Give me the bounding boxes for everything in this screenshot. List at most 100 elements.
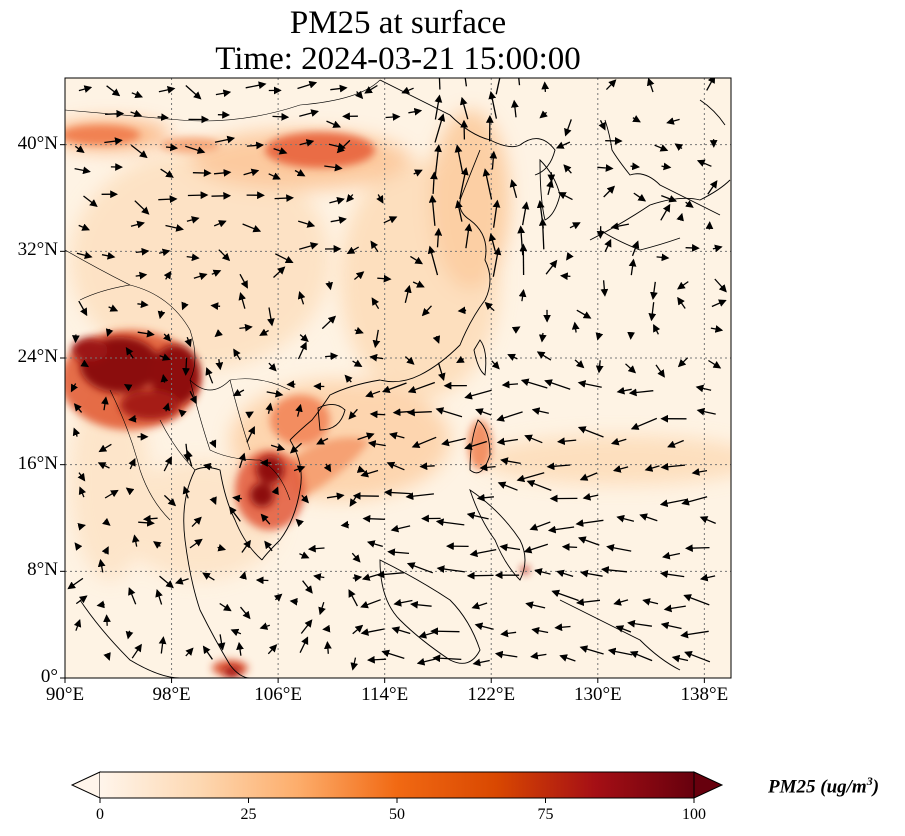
wind-arrow — [404, 356, 415, 365]
wind-arrow — [464, 78, 468, 87]
wind-arrow — [393, 598, 413, 607]
wind-arrow — [260, 513, 271, 525]
wind-arrow — [650, 281, 658, 300]
wind-arrow — [526, 480, 552, 492]
wind-arrow — [101, 546, 109, 555]
wind-arrow — [660, 203, 671, 221]
wind-arrow — [714, 278, 727, 293]
wind-arrow — [230, 628, 242, 637]
wind-arrow — [492, 199, 501, 228]
wind-arrow — [680, 630, 709, 639]
wind-arrow — [232, 388, 245, 397]
wind-arrow — [561, 543, 578, 551]
wind-arrow — [360, 599, 381, 609]
wind-arrow — [186, 216, 200, 224]
wind-arrow — [214, 135, 236, 144]
wind-arrow — [274, 194, 294, 202]
wind-arrow — [509, 179, 518, 198]
wind-arrow — [691, 468, 708, 476]
lon-tick-label: 122°E — [467, 684, 516, 705]
wind-vectors — [67, 78, 727, 671]
lon-tick-label: 106°E — [254, 684, 302, 705]
wind-arrow — [346, 246, 360, 254]
wind-arrow — [547, 525, 575, 534]
wind-arrow — [653, 323, 661, 335]
wind-arrow — [299, 551, 310, 559]
wind-arrow — [560, 272, 571, 281]
wind-arrow — [496, 411, 523, 422]
wind-arrow — [677, 281, 689, 290]
wind-arrow — [466, 511, 489, 520]
wind-arrow — [575, 519, 604, 527]
wind-arrow — [405, 492, 434, 501]
wind-arrow — [539, 110, 548, 119]
wind-arrow — [105, 328, 114, 337]
wind-arrow — [479, 463, 496, 472]
wind-arrow — [348, 408, 358, 420]
wind-arrow — [330, 84, 348, 93]
wind-arrow — [383, 216, 398, 224]
wind-arrow — [295, 403, 303, 417]
wind-arrow — [123, 384, 133, 392]
wind-arrow — [615, 625, 632, 633]
wind-arrow — [372, 329, 381, 349]
wind-arrow — [297, 341, 307, 360]
wind-arrow — [213, 169, 232, 177]
wind-arrow — [157, 310, 166, 320]
wind-arrow — [192, 169, 212, 177]
wind-arrow — [273, 593, 283, 602]
wind-arrow — [469, 548, 497, 558]
wind-arrow — [684, 651, 711, 663]
wind-arrow — [667, 439, 684, 448]
wind-arrow — [323, 463, 332, 473]
wind-arrow — [185, 647, 194, 657]
wind-arrow — [70, 383, 78, 393]
wind-arrow — [430, 627, 460, 636]
wind-arrow — [307, 544, 325, 553]
lon-tick-label: 90°E — [45, 684, 85, 705]
wind-arrow — [236, 641, 244, 656]
wind-arrow — [365, 390, 381, 398]
wind-arrow — [441, 437, 466, 447]
wind-arrow — [595, 332, 604, 341]
wind-arrow — [629, 650, 653, 662]
wind-arrow — [352, 359, 363, 367]
wind-arrow — [411, 436, 437, 449]
wind-arrow — [500, 457, 521, 465]
wind-arrow — [499, 543, 521, 552]
wind-arrow — [270, 443, 286, 452]
wind-arrow — [125, 487, 135, 496]
colorbar-extend-low — [70, 771, 101, 799]
wind-arrow — [579, 472, 598, 481]
wind-arrow — [131, 534, 140, 547]
wind-arrow — [432, 654, 462, 663]
wind-arrow — [259, 328, 269, 336]
colorbar-tick-label: 0 — [96, 806, 104, 823]
wind-arrow — [83, 195, 98, 207]
wind-arrow — [101, 251, 116, 260]
wind-arrow — [299, 139, 315, 147]
wind-arrow — [666, 117, 680, 125]
wind-arrow — [616, 514, 635, 523]
wind-arrow — [576, 309, 592, 319]
wind-arrow — [413, 169, 423, 177]
wind-arrow — [158, 636, 167, 654]
wind-arrow — [455, 200, 463, 222]
wind-arrow — [255, 576, 269, 585]
wind-arrow — [625, 363, 637, 374]
wind-arrow — [142, 514, 158, 523]
wind-arrow — [582, 492, 599, 501]
wind-arrow — [191, 516, 202, 528]
wind-arrow — [685, 200, 694, 208]
map-title: PM25 at surface — [289, 5, 507, 41]
wind-arrow — [267, 307, 275, 327]
wind-arrow — [73, 403, 83, 413]
wind-arrow — [630, 162, 640, 171]
wind-arrow — [239, 323, 253, 332]
wind-arrow — [352, 624, 364, 635]
wind-arrow — [489, 150, 498, 170]
wind-arrow — [103, 652, 111, 661]
wind-arrow — [507, 353, 518, 361]
wind-arrow — [544, 379, 571, 390]
wind-arrow — [655, 364, 665, 378]
